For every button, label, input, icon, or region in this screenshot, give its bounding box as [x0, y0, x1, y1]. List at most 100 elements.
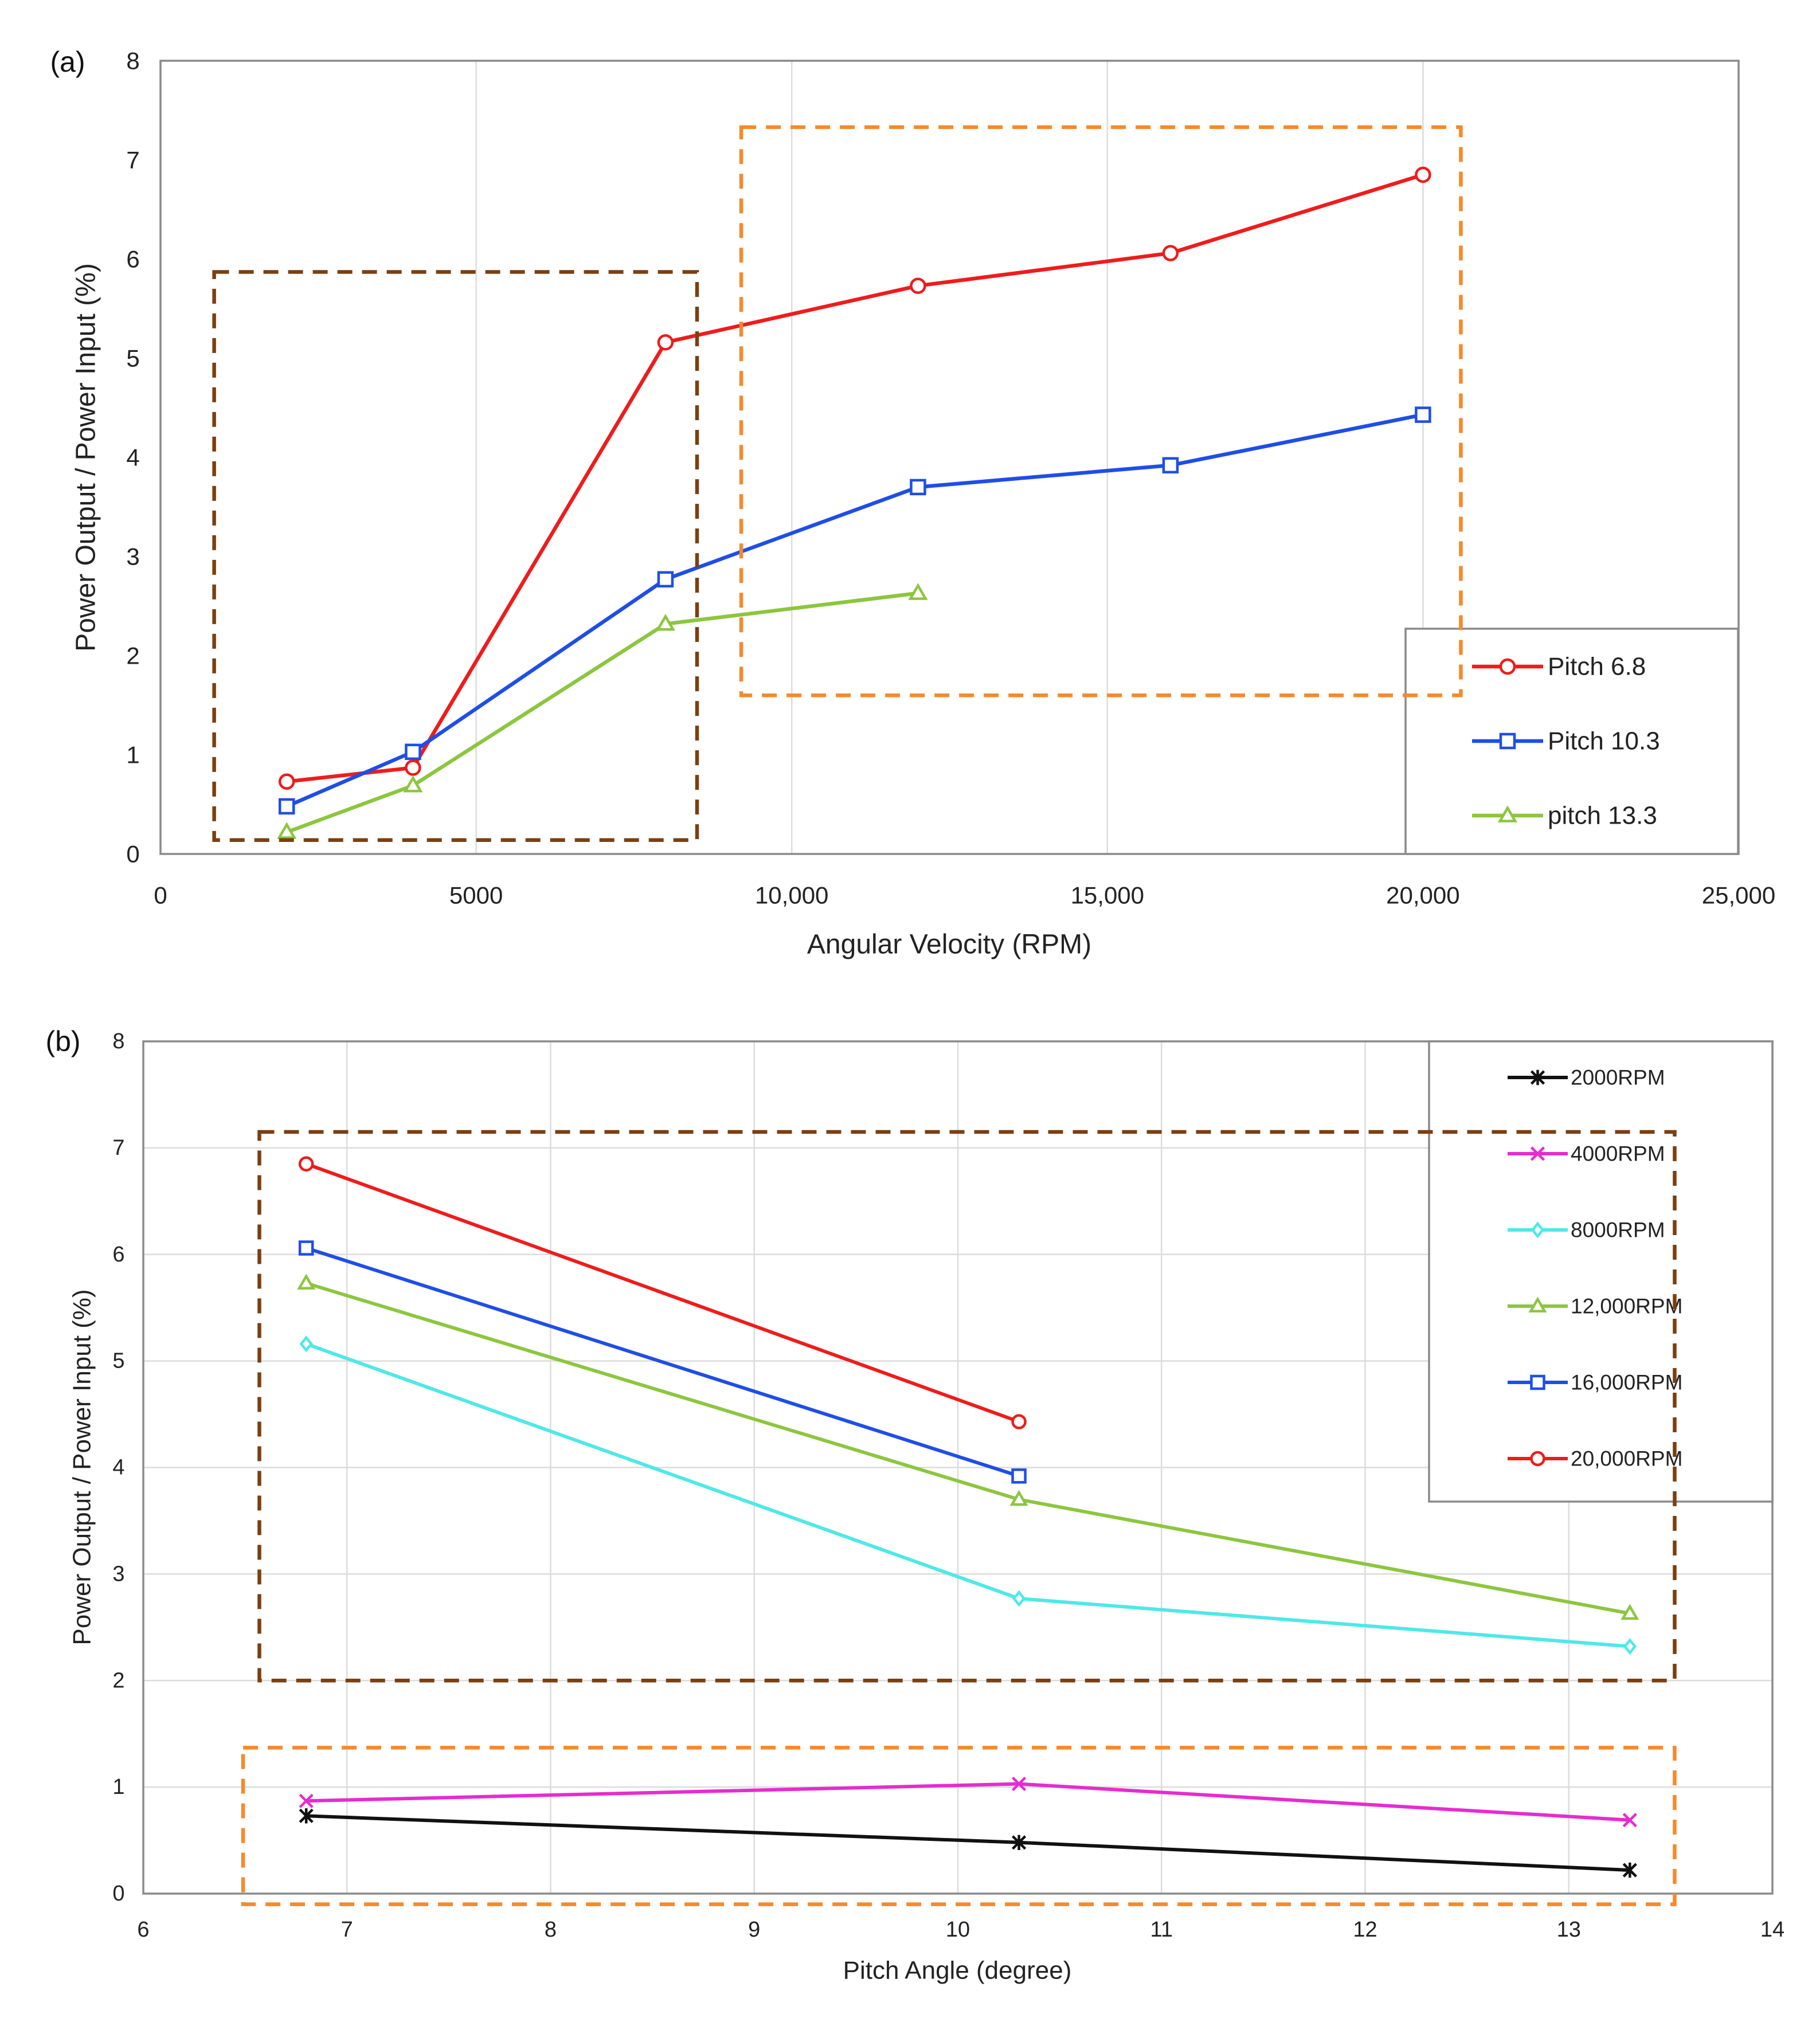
x-tick-label: 10: [946, 1918, 970, 1942]
x-tick-label: 11: [1150, 1918, 1173, 1942]
data-point: [405, 743, 421, 761]
series-4000rpm: [299, 1776, 1637, 1828]
x-tick-label: 20,000: [1386, 882, 1459, 909]
legend-marker: [1499, 658, 1516, 675]
series-2000rpm: [299, 1808, 1637, 1878]
highlight-box: [739, 125, 1463, 697]
legend-marker: [1499, 732, 1516, 750]
y-axis-label: Power Output / Power Input (%): [71, 263, 101, 652]
data-point: [299, 1793, 314, 1808]
x-tick-label: 14: [1760, 1918, 1784, 1942]
legend-label: 12,000RPM: [1571, 1295, 1682, 1318]
data-point: [1011, 1835, 1027, 1850]
legend-label: Pitch 6.8: [1548, 653, 1646, 681]
x-tick-label: 7: [341, 1918, 353, 1942]
highlight-box: [241, 1746, 1677, 1906]
x-tick-label: 0: [154, 882, 167, 909]
legend-label: 2000RPM: [1571, 1066, 1665, 1090]
data-point: [1623, 1638, 1637, 1655]
data-point: [1162, 245, 1179, 261]
legend-marker: [1530, 1069, 1545, 1086]
legend-marker: [1530, 1374, 1545, 1390]
legend: Pitch 6.8 Pitch 10.3 pitch 13.3: [1404, 628, 1739, 855]
series-pitch-6-8: [278, 166, 1431, 790]
y-tick-label: 7: [112, 1136, 124, 1160]
data-point: [910, 277, 926, 294]
data-point: [278, 773, 295, 790]
y-tick-label: 8: [126, 48, 139, 75]
x-tick-label: 8: [545, 1918, 557, 1942]
highlight-box: [212, 270, 699, 842]
series-line: [306, 1782, 1630, 1822]
x-tick-label: 15,000: [1071, 882, 1144, 909]
series-line: [286, 591, 918, 834]
legend-marker: [1530, 1146, 1545, 1161]
y-tick-label: 6: [126, 246, 139, 273]
data-point: [299, 1808, 314, 1824]
data-point: [657, 334, 674, 351]
data-point: [405, 759, 421, 776]
y-tick-label: 3: [126, 543, 139, 570]
series-line: [306, 1162, 1020, 1424]
data-point: [655, 613, 676, 631]
y-tick-label: 6: [112, 1243, 124, 1267]
x-tick-label: 9: [748, 1918, 760, 1942]
legend-marker: [1528, 1296, 1547, 1313]
data-point: [1415, 406, 1431, 423]
series-12-000rpm: [297, 1273, 1639, 1620]
data-point: [298, 1240, 314, 1256]
data-point: [1009, 1490, 1028, 1506]
y-tick-label: 8: [112, 1029, 124, 1053]
data-point: [403, 775, 423, 793]
y-axis-label: Power Output / Power Input (%): [68, 1289, 96, 1645]
legend-label: pitch 13.3: [1548, 802, 1657, 830]
series-8000rpm: [299, 1335, 1637, 1655]
data-point: [278, 798, 295, 815]
y-tick-label: 2: [126, 642, 139, 669]
y-tick-label: 4: [112, 1456, 124, 1480]
legend-label: Pitch 10.3: [1548, 727, 1660, 755]
x-tick-label: 25,000: [1702, 882, 1775, 909]
legend-box: [1428, 1040, 1774, 1503]
highlight-box: [257, 1130, 1677, 1683]
y-tick-label: 3: [112, 1562, 124, 1586]
data-point: [1011, 1414, 1027, 1429]
data-point: [1162, 457, 1179, 474]
x-tick-label: 6: [137, 1918, 149, 1942]
legend-label: 4000RPM: [1571, 1142, 1665, 1166]
y-tick-label: 5: [126, 345, 139, 372]
series-line: [285, 413, 1424, 808]
legend-label: 20,000RPM: [1571, 1447, 1682, 1471]
y-tick-label: 4: [126, 444, 139, 471]
data-point: [910, 479, 926, 496]
chart-panel-a: 0 1 2 3 4 5 6 7 8 0 5000 10,000 15,000 20,000 25,000 An…: [50, 46, 1775, 960]
legend-label: 8000RPM: [1571, 1218, 1665, 1242]
plot-frame: [159, 60, 1740, 855]
series-line: [306, 1246, 1020, 1478]
series-pitch-13-3: [277, 583, 928, 839]
y-tick-label: 1: [126, 742, 139, 769]
data-point: [1622, 1813, 1637, 1828]
data-point: [1622, 1862, 1637, 1878]
y-tick-label: 1: [112, 1775, 124, 1799]
series-16-000rpm: [298, 1240, 1027, 1484]
y-tick-label: 0: [112, 1882, 124, 1906]
data-point: [1415, 166, 1431, 183]
x-tick-label: 10,000: [755, 882, 828, 909]
data-point: [297, 1273, 316, 1290]
x-tick-label: 5000: [449, 882, 503, 909]
legend-label: 16,000RPM: [1571, 1371, 1682, 1394]
legend-marker: [1531, 1221, 1545, 1239]
panel-label: (b): [45, 1025, 80, 1057]
series-20-000rpm: [298, 1156, 1027, 1429]
data-point: [277, 822, 297, 839]
data-point: [1012, 1590, 1026, 1607]
data-point: [657, 571, 674, 588]
series-line: [286, 173, 1424, 783]
legend-marker: [1530, 1451, 1545, 1467]
x-axis-label: Pitch Angle (degree): [843, 1957, 1072, 1985]
x-tick-label: 12: [1353, 1918, 1377, 1942]
legend-marker: [1497, 805, 1518, 822]
data-point: [1621, 1604, 1639, 1620]
